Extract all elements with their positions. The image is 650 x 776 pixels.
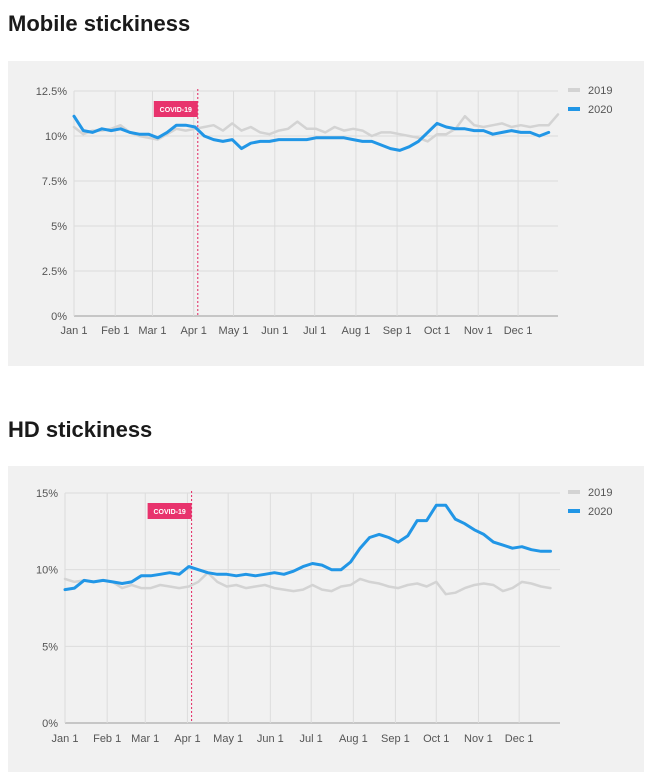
hd-x-tick-label: Dec 1: [505, 733, 534, 745]
hd-x-tick-label: Apr 1: [174, 733, 200, 745]
hd-covid-badge-label: COVID-19: [153, 509, 185, 516]
hd-stickiness-title: HD stickiness: [8, 417, 153, 442]
mobile-stickiness-chart-panel: 0% 2.5% 5% 7.5% 10% 12.5% Jan 1 Feb 1 Mar 1 Apr 1…: [8, 61, 644, 366]
hd-x-tick-label: Feb 1: [93, 733, 121, 745]
hd-series-2019-line: [63, 571, 552, 596]
mobile-x-tick-label: Jun 1: [261, 325, 288, 337]
mobile-x-tick-label: Nov 1: [464, 325, 493, 337]
mobile-y-tick-label: 7.5%: [42, 176, 67, 188]
mobile-x-tick-label: Feb 1: [101, 325, 129, 337]
mobile-y-tick-label: 0%: [51, 311, 67, 323]
mobile-y-tick-label: 5%: [51, 221, 67, 233]
hd-stickiness-chart-panel: 0% 5% 10% 15% Jan 1 Feb 1 Mar 1 Apr 1 May 1 Jun 1…: [8, 466, 644, 772]
hd-x-tick-label: Jul 1: [300, 733, 323, 745]
mobile-covid-badge: [153, 101, 198, 117]
mobile-x-tick-label: Oct 1: [424, 325, 450, 337]
hd-legend-label-2019: 2019: [588, 487, 612, 499]
mobile-x-tick-label: Apr 1: [181, 325, 207, 337]
mobile-legend-label-2019: 2019: [588, 85, 612, 97]
mobile-covid-badge-label: COVID-19: [160, 107, 192, 114]
hd-x-tick-label: Aug 1: [339, 733, 368, 745]
mobile-stickiness-chart: 0% 2.5% 5% 7.5% 10% 12.5% Jan 1 Feb 1 Mar 1 Apr 1…: [36, 85, 613, 337]
hd-x-tick-label: Mar 1: [131, 733, 159, 745]
hd-legend-label-2020: 2020: [588, 506, 612, 518]
mobile-x-tick-label: Sep 1: [383, 325, 412, 337]
mobile-legend-label-2020: 2020: [588, 104, 612, 116]
mobile-x-tick-label: Jul 1: [303, 325, 326, 337]
mobile-x-tick-label: May 1: [219, 325, 249, 337]
mobile-y-tick-label: 10%: [45, 131, 67, 143]
mobile-series-2020-line: [72, 114, 551, 152]
hd-y-tick-label: 10%: [36, 565, 58, 577]
hd-x-tick-label: Jan 1: [52, 733, 79, 745]
mobile-y-tick-label: 2.5%: [42, 266, 67, 278]
mobile-series-2019-line: [72, 113, 560, 143]
hd-x-tick-label: Jun 1: [257, 733, 284, 745]
mobile-x-tick-label: Jan 1: [61, 325, 88, 337]
hd-x-tick-label: Nov 1: [464, 733, 493, 745]
hd-x-tick-label: Oct 1: [423, 733, 449, 745]
hd-y-tick-label: 15%: [36, 488, 58, 500]
mobile-y-tick-label: 12.5%: [36, 86, 67, 98]
hd-y-tick-label: 5%: [42, 641, 58, 653]
mobile-x-tick-label: Dec 1: [504, 325, 533, 337]
hd-series-2020-line: [63, 503, 552, 592]
mobile-stickiness-title: Mobile stickiness: [8, 11, 191, 36]
hd-covid-badge: [147, 503, 192, 519]
mobile-x-tick-label: Mar 1: [138, 325, 166, 337]
hd-x-tick-label: May 1: [213, 733, 243, 745]
hd-y-tick-label: 0%: [42, 718, 58, 730]
hd-stickiness-chart: 0% 5% 10% 15% Jan 1 Feb 1 Mar 1 Apr 1 May 1 Jun 1…: [36, 487, 613, 745]
hd-x-tick-label: Sep 1: [381, 733, 410, 745]
mobile-x-tick-label: Aug 1: [342, 325, 371, 337]
